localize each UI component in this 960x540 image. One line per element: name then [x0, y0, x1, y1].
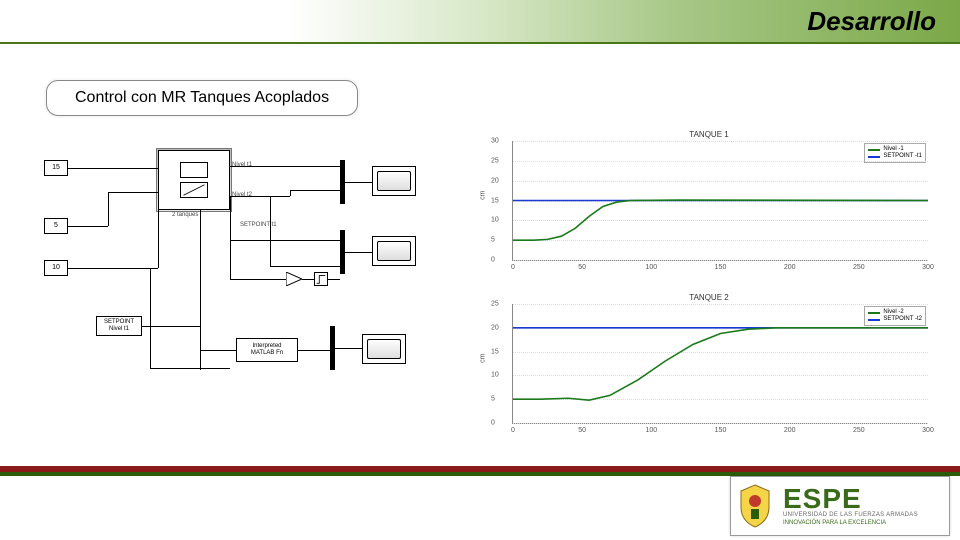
scope-screen-icon — [367, 339, 401, 359]
subtitle-box: Control con MR Tanques Acoplados — [46, 80, 358, 116]
port-label-setpoint-t1: SETPOINT t1 — [240, 222, 277, 228]
matlab-fn-block: Interpreted MATLAB Fn — [236, 338, 298, 362]
chart1-title: TANQUE 1 — [478, 130, 940, 139]
block-diagram: 15 5 10 Nivel t1 Nivel t2 2 tanques — [40, 140, 460, 400]
tanks-block — [158, 150, 230, 210]
gain-triangle-icon — [286, 272, 302, 286]
chart2-ylabel: cm — [480, 353, 487, 362]
setpoint-text-block: SETPOINT Nivel t1 — [96, 316, 142, 336]
port-label-nivel-t1: Nivel t1 — [232, 162, 252, 168]
chart-tanque-1: TANQUE 1 cm Nivel -1 SETPOINT -t1 051015… — [478, 130, 940, 287]
espe-shield-icon — [731, 477, 779, 535]
const-block-5: 5 — [44, 218, 68, 234]
content: 15 5 10 Nivel t1 Nivel t2 2 tanques — [40, 130, 940, 450]
scope-1 — [372, 166, 416, 196]
footer: ESPE UNIVERSIDAD DE LAS FUERZAS ARMADAS … — [0, 466, 960, 540]
chart2-title: TANQUE 2 — [478, 293, 940, 302]
espe-logo: ESPE UNIVERSIDAD DE LAS FUERZAS ARMADAS … — [730, 476, 950, 536]
header-bar: Desarrollo — [0, 0, 960, 44]
scope-3 — [362, 334, 406, 364]
tanks-sub1-icon — [180, 162, 208, 178]
chart2-axes: cm Nivel -2 SETPOINT -t2 051015202505010… — [512, 304, 928, 424]
scope-screen-icon — [377, 171, 411, 191]
chart-tanque-2: TANQUE 2 cm Nivel -2 SETPOINT -t2 051015… — [478, 293, 940, 450]
page-title: Desarrollo — [807, 6, 936, 37]
tanks-sub2-icon — [180, 182, 208, 198]
chart1-ylabel: cm — [480, 190, 487, 199]
tanks-caption: 2 tanques — [172, 212, 198, 218]
chart1-axes: cm Nivel -1 SETPOINT -t1 051015202530050… — [512, 141, 928, 261]
const-block-15: 15 — [44, 160, 68, 176]
const-block-10: 10 — [44, 260, 68, 276]
scope-screen-icon — [377, 241, 411, 261]
subtitle-text: Control con MR Tanques Acoplados — [75, 89, 329, 106]
espe-main-text: ESPE — [783, 486, 949, 511]
espe-sub2: INNOVACIÓN PARA LA EXCELENCIA — [783, 520, 949, 526]
gain-block — [314, 272, 328, 286]
port-label-nivel-t2: Nivel t2 — [232, 192, 252, 198]
espe-sub1: UNIVERSIDAD DE LAS FUERZAS ARMADAS — [783, 512, 949, 518]
scope-2 — [372, 236, 416, 266]
charts-panel: TANQUE 1 cm Nivel -1 SETPOINT -t1 051015… — [478, 130, 940, 450]
